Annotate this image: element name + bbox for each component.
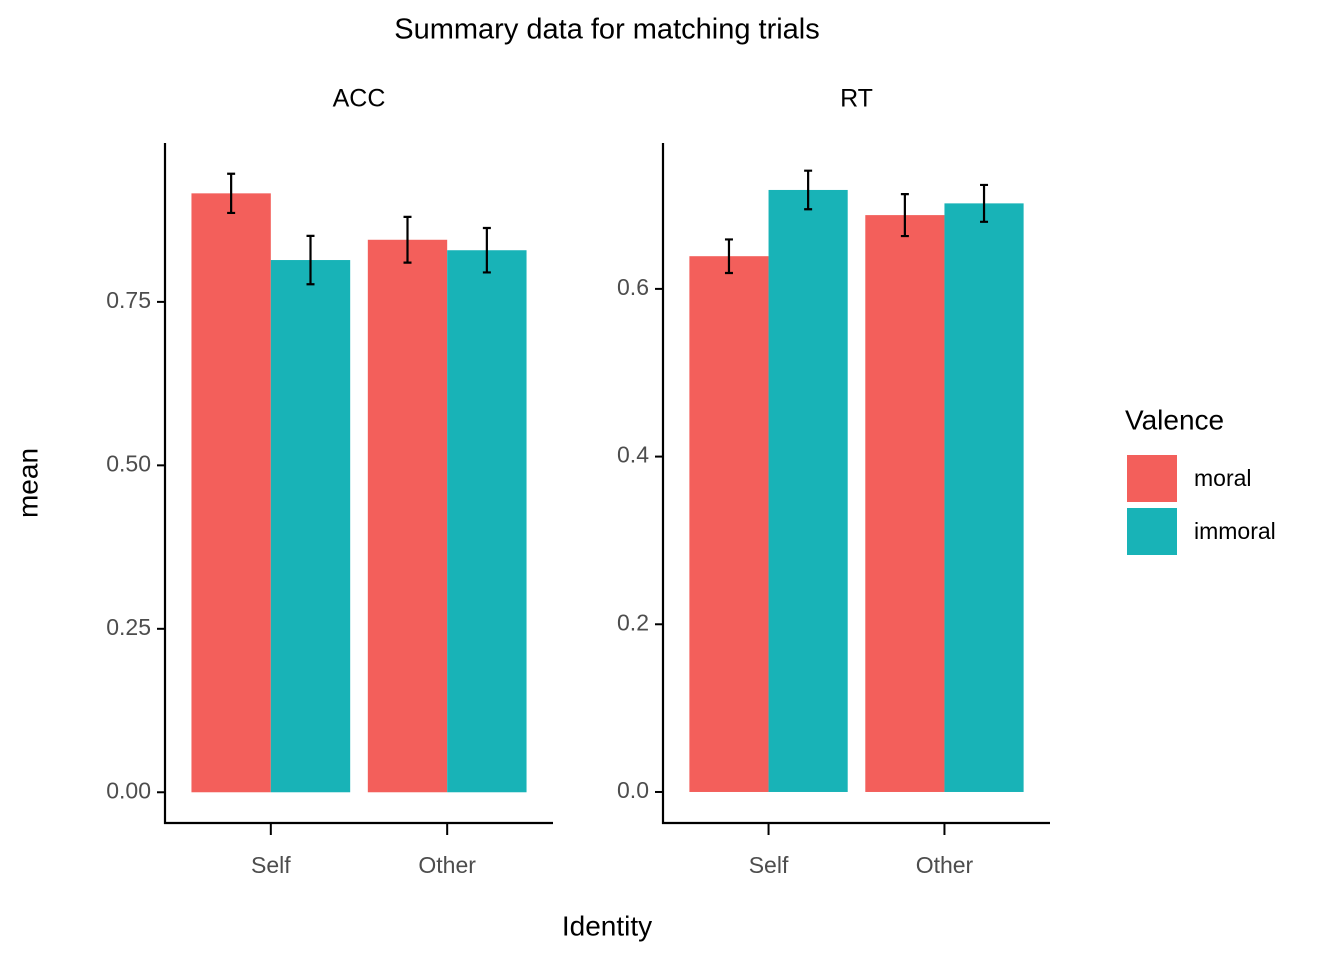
facet-title: ACC: [333, 85, 386, 113]
bar: [367, 239, 448, 793]
bar: [270, 260, 351, 793]
error-bar: [724, 238, 733, 275]
error-bar: [804, 169, 813, 211]
x-tick-label: Other: [418, 852, 476, 878]
legend-key: [1127, 455, 1177, 502]
x-tick-label: Self: [251, 852, 291, 878]
error-bar: [306, 234, 315, 286]
error-bar: [227, 172, 236, 215]
y-tick-label: 0.00: [106, 777, 151, 803]
y-axis-label: mean: [12, 448, 43, 518]
y-tick-label: 0.0: [617, 777, 649, 803]
facet-title: RT: [840, 85, 873, 113]
legend-label: immoral: [1194, 518, 1276, 544]
chart-title: Summary data for matching trials: [394, 14, 819, 46]
bar: [865, 215, 945, 792]
legend-label: moral: [1194, 465, 1252, 491]
bar: [191, 193, 271, 793]
y-tick-label: 0.4: [617, 442, 649, 468]
bar: [768, 189, 848, 792]
bar: [689, 256, 769, 792]
legend-title: Valence: [1125, 404, 1224, 435]
bar: [447, 250, 527, 793]
y-tick-label: 0.6: [617, 274, 649, 300]
legend-key: [1127, 508, 1177, 555]
y-tick-label: 0.2: [617, 609, 649, 635]
error-bar: [482, 226, 491, 274]
x-tick-label: Self: [749, 852, 789, 878]
x-tick-label: Other: [916, 852, 974, 878]
error-bar: [980, 183, 989, 223]
error-bar: [403, 215, 412, 264]
error-bar: [900, 193, 909, 238]
y-tick-label: 0.75: [106, 287, 151, 313]
x-axis-label: Identity: [562, 910, 652, 941]
y-tick-label: 0.25: [106, 614, 151, 640]
y-tick-label: 0.50: [106, 450, 151, 476]
bar: [944, 203, 1024, 792]
